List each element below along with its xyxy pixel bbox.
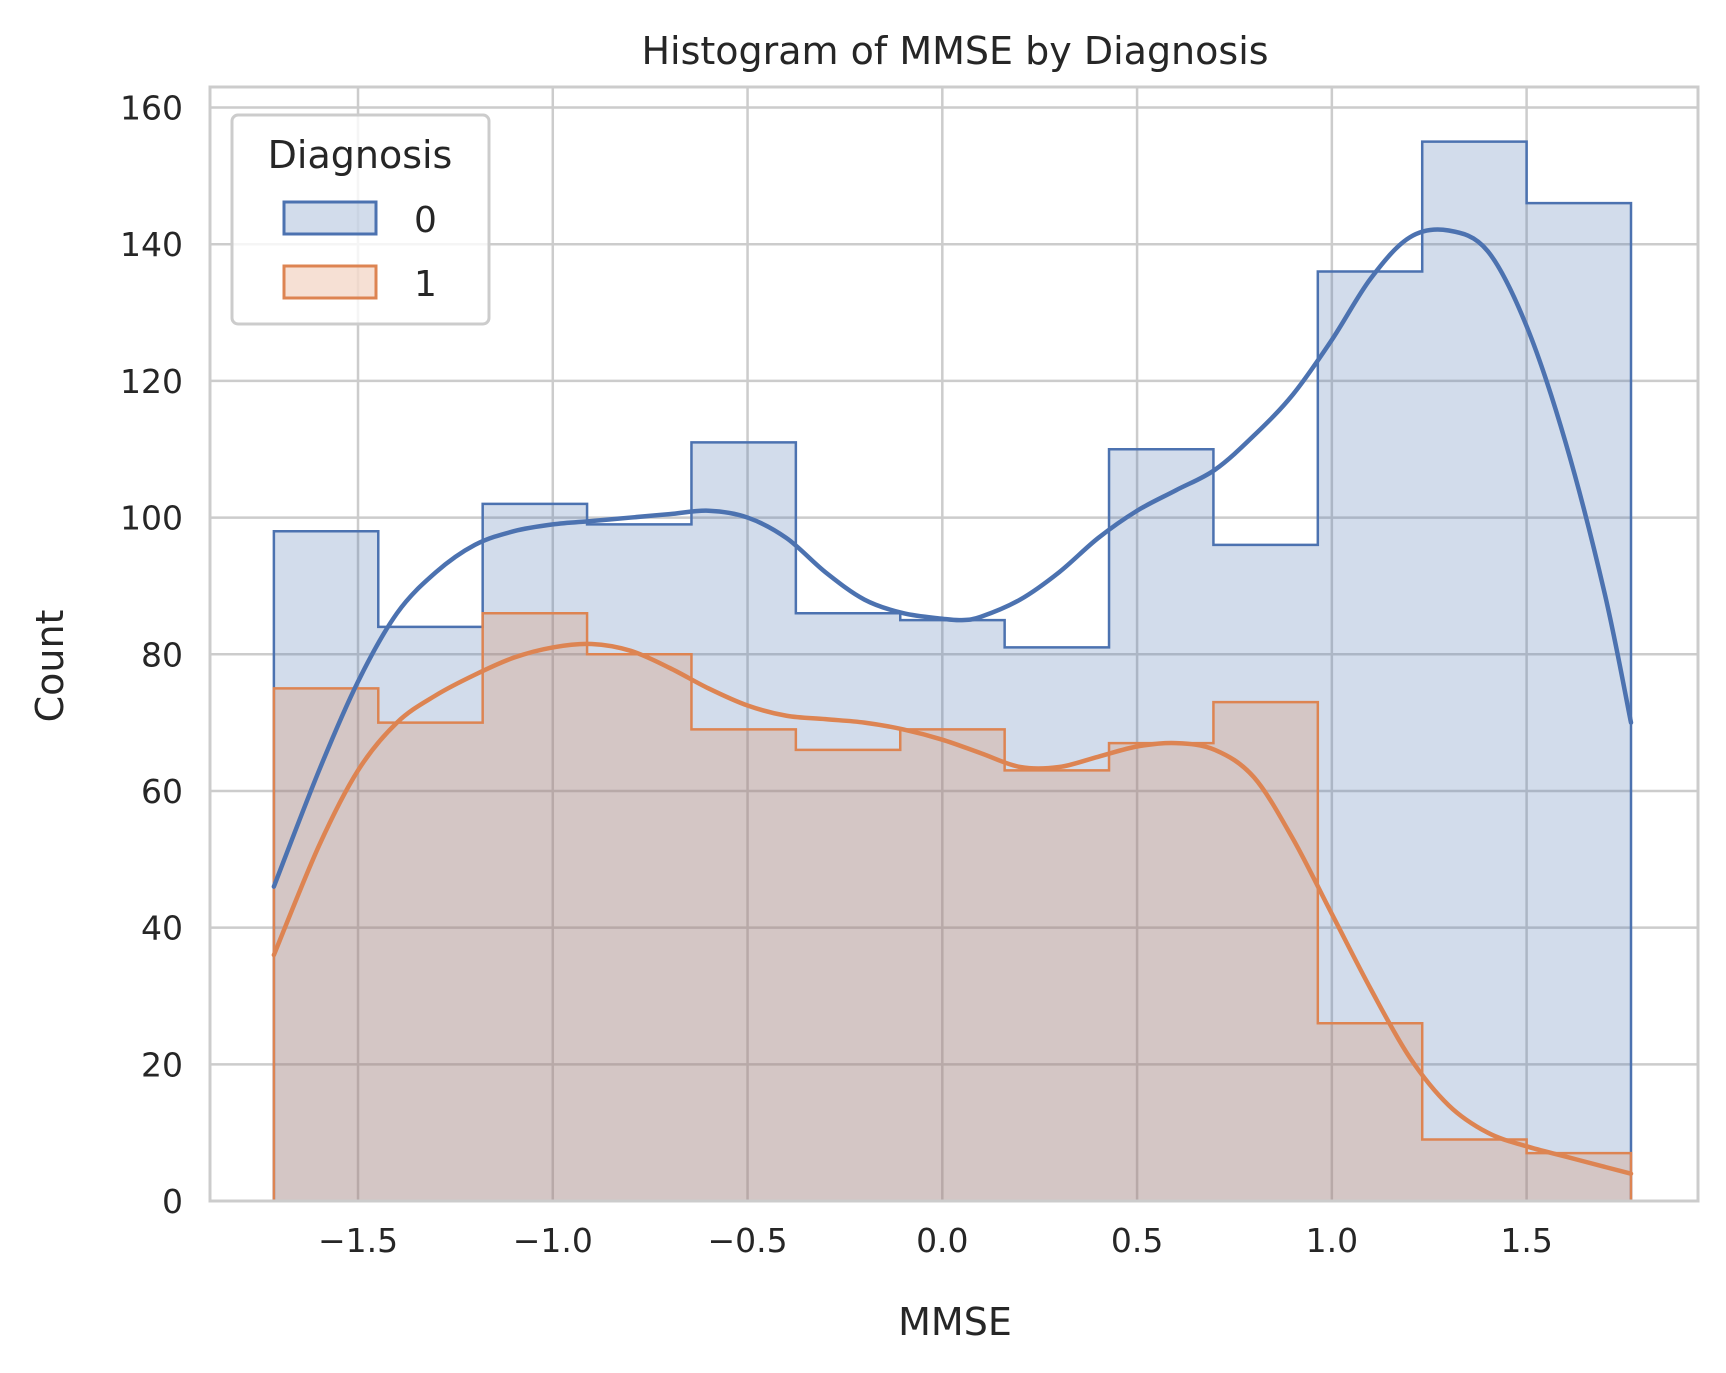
legend-box — [230, 113, 491, 326]
y-tick-label: 60 — [141, 772, 183, 811]
x-tick-label: −1.5 — [318, 1221, 398, 1260]
histogram-bar-series-1-bin-7 — [1005, 770, 1109, 1201]
histogram-bar-series-1-bin-1 — [378, 723, 482, 1201]
histogram-bar-series-0-bin-11 — [1422, 142, 1526, 1201]
histogram-bar-series-0-bin-12 — [1527, 203, 1631, 1201]
legend-swatch-1 — [282, 264, 378, 300]
legend-swatch-0 — [282, 200, 378, 236]
legend-title: Diagnosis — [268, 133, 453, 177]
y-tick-label: 40 — [141, 909, 183, 948]
legend-label-1: 1 — [414, 264, 437, 305]
y-tick-label: 20 — [141, 1045, 183, 1084]
kde-curve-series-0 — [271, 227, 1634, 889]
plot-frame — [208, 85, 1700, 1203]
y-tick-label: 160 — [120, 89, 183, 128]
y-tick-label: 0 — [162, 1182, 183, 1221]
x-tick-label: −1.0 — [513, 1221, 593, 1260]
histogram-bar-series-1-bin-2 — [483, 613, 587, 1201]
histogram-outline-series-1 — [272, 611, 1633, 1201]
histogram-bar-series-1-bin-5 — [796, 750, 900, 1201]
kde-curve-series-1 — [271, 641, 1634, 1176]
x-tick-label: 0.5 — [1111, 1221, 1163, 1260]
chart-title: Histogram of MMSE by Diagnosis — [641, 29, 1268, 73]
histogram-bar-series-1-bin-4 — [691, 729, 795, 1201]
y-tick-label: 80 — [141, 635, 183, 674]
histogram-bar-series-1-bin-8 — [1109, 743, 1213, 1201]
y-tick-label: 140 — [120, 225, 183, 264]
kde-curves — [271, 227, 1634, 1176]
legend: Diagnosis 0 1 — [230, 113, 491, 326]
legend-label-0: 0 — [414, 200, 437, 241]
histogram-bar-series-1-bin-9 — [1213, 702, 1317, 1201]
y-tick-label: 100 — [120, 499, 183, 538]
histogram-bar-series-1-bin-11 — [1422, 1139, 1526, 1201]
x-tick-label: 0.0 — [916, 1221, 968, 1260]
histogram-fill-series-1 — [273, 613, 1632, 1201]
y-tick-labels: 0 20 40 60 80 100 120 140 160 — [120, 89, 183, 1221]
x-axis-label: MMSE — [898, 1300, 1012, 1344]
x-tick-label: 1.5 — [1500, 1221, 1552, 1260]
histogram-bar-series-1-bin-6 — [900, 729, 1004, 1201]
x-tick-label: 1.0 — [1306, 1221, 1358, 1260]
histogram-bar-series-1-bin-3 — [587, 654, 691, 1201]
histogram-fill-series-0 — [273, 141, 1632, 1202]
histogram-fills — [273, 141, 1632, 1202]
y-tick-label: 120 — [120, 362, 183, 401]
x-tick-label: −0.5 — [707, 1221, 787, 1260]
x-tick-labels: −1.5 −1.0 −0.5 0.0 0.5 1.0 1.5 — [318, 1221, 1553, 1260]
y-axis-label: Count — [28, 610, 72, 723]
